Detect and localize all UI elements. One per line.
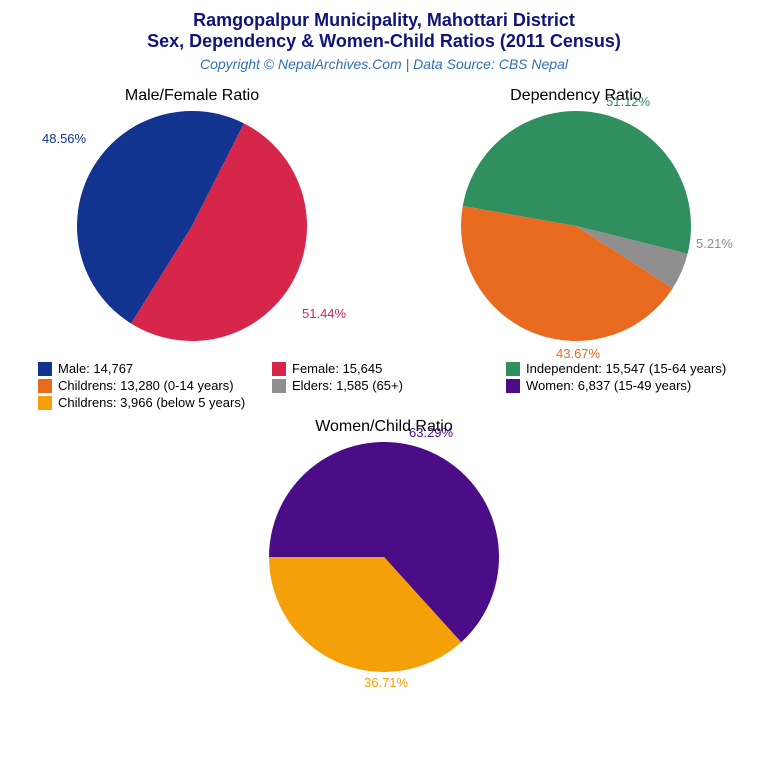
legend-text: Women: 6,837 (15-49 years) bbox=[526, 378, 691, 393]
pct-label-male: 48.56% bbox=[42, 131, 86, 146]
dependency-ratio-chart: Dependency Ratio 51.12%5.21%43.67% bbox=[396, 87, 756, 341]
legend-item-female: Female: 15,645 bbox=[272, 361, 496, 376]
bottom-chart-row: Women/Child Ratio 63.29%36.71% bbox=[0, 418, 768, 672]
legend-swatch-women bbox=[506, 379, 520, 393]
legend-text: Childrens: 13,280 (0-14 years) bbox=[58, 378, 234, 393]
legend-item-independent: Independent: 15,547 (15-64 years) bbox=[506, 361, 730, 376]
dependency-ratio-title: Dependency Ratio bbox=[396, 87, 756, 105]
pct-label-elders: 5.21% bbox=[696, 236, 733, 251]
women-child-title: Women/Child Ratio bbox=[204, 418, 564, 436]
legend-text: Independent: 15,547 (15-64 years) bbox=[526, 361, 726, 376]
sex-ratio-chart: Male/Female Ratio 48.56%51.44% bbox=[12, 87, 372, 341]
top-charts-row: Male/Female Ratio 48.56%51.44% Dependenc… bbox=[0, 87, 768, 341]
title-line-2: Sex, Dependency & Women-Child Ratios (20… bbox=[0, 31, 768, 52]
legend-item-male: Male: 14,767 bbox=[38, 361, 262, 376]
women-child-chart: Women/Child Ratio 63.29%36.71% bbox=[204, 418, 564, 672]
pct-label-women: 63.29% bbox=[409, 425, 453, 440]
subtitle-line: Copyright © NepalArchives.Com | Data Sou… bbox=[0, 56, 768, 72]
legend-swatch-childrens_u5 bbox=[38, 396, 52, 410]
sex-ratio-title: Male/Female Ratio bbox=[12, 87, 372, 105]
dependency-ratio-pie: 51.12%5.21%43.67% bbox=[461, 111, 691, 341]
legend-swatch-male bbox=[38, 362, 52, 376]
pct-label-childrens_u5: 36.71% bbox=[364, 675, 408, 690]
legend-text: Elders: 1,585 (65+) bbox=[292, 378, 403, 393]
legend: Male: 14,767 Female: 15,645 Independent: 1… bbox=[38, 361, 730, 410]
title-line-1: Ramgopalpur Municipality, Mahottari Dist… bbox=[0, 10, 768, 31]
legend-item-childrens: Childrens: 13,280 (0-14 years) bbox=[38, 378, 262, 393]
legend-swatch-independent bbox=[506, 362, 520, 376]
legend-swatch-elders bbox=[272, 379, 286, 393]
legend-swatch-childrens bbox=[38, 379, 52, 393]
sex-ratio-pie: 48.56%51.44% bbox=[77, 111, 307, 341]
pct-label-childrens: 43.67% bbox=[556, 346, 600, 361]
legend-item-childrens_u5: Childrens: 3,966 (below 5 years) bbox=[38, 395, 262, 410]
legend-swatch-female bbox=[272, 362, 286, 376]
pct-label-independent: 51.12% bbox=[606, 94, 650, 109]
pct-label-female: 51.44% bbox=[302, 306, 346, 321]
title-block: Ramgopalpur Municipality, Mahottari Dist… bbox=[0, 0, 768, 72]
legend-item-elders: Elders: 1,585 (65+) bbox=[272, 378, 496, 393]
legend-text: Childrens: 3,966 (below 5 years) bbox=[58, 395, 245, 410]
legend-text: Male: 14,767 bbox=[58, 361, 133, 376]
legend-item-women: Women: 6,837 (15-49 years) bbox=[506, 378, 730, 393]
legend-text: Female: 15,645 bbox=[292, 361, 382, 376]
women-child-pie: 63.29%36.71% bbox=[269, 442, 499, 672]
